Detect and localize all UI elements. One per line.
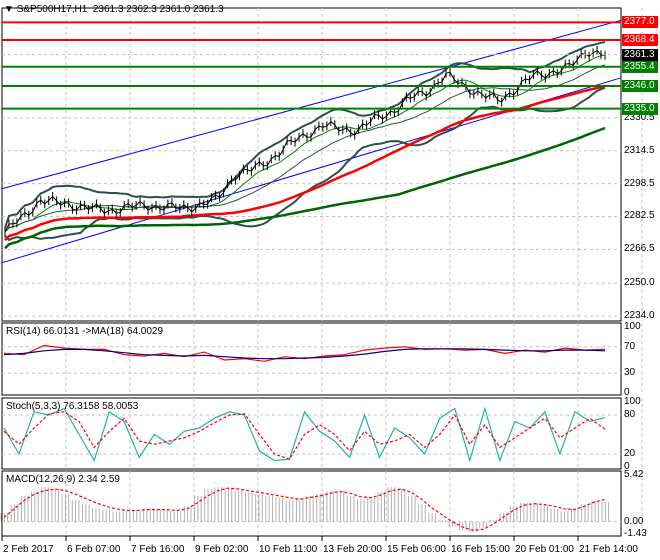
time-label: 13 Feb 20:00 xyxy=(323,544,382,555)
rsi-title: RSI(14) 66.0131 ->MA(18) 64.0029 xyxy=(6,326,164,337)
ma-red xyxy=(4,85,606,241)
panel-frame-0 xyxy=(1,7,622,322)
ohlc-values: 2361.3 2362.3 2361.0 2361.3 xyxy=(92,4,224,15)
macd-signal-line xyxy=(3,487,606,531)
time-label: 6 Feb 07:00 xyxy=(67,544,121,555)
level-tag: 2377.0 xyxy=(622,16,658,29)
macd-title: MACD(12,26,9) 2.34 2.59 xyxy=(6,474,120,485)
time-label: 21 Feb 14:00 xyxy=(579,544,638,555)
stoch-title: Stoch(5,3,3) 76.3158 58.0053 xyxy=(6,401,139,412)
stoch-signal-line xyxy=(3,411,606,460)
symbol-header: ▼ S&P500H17,H1 2361.3 2362.3 2361.0 2361… xyxy=(4,4,224,15)
time-label: 7 Feb 16:00 xyxy=(131,544,185,555)
bollinger-upper xyxy=(4,41,606,229)
ma-green xyxy=(4,126,606,250)
time-label: 20 Feb 01:00 xyxy=(515,544,574,555)
indicator-tick: 0.00 xyxy=(624,515,644,527)
time-label: 9 Feb 02:00 xyxy=(195,544,249,555)
price-tick: 2298.5 xyxy=(624,177,655,189)
indicator-tick: 70 xyxy=(624,340,636,352)
indicator-tick: 20 xyxy=(624,448,636,459)
current-price-tag: 2361.3 xyxy=(622,48,658,61)
time-label: 15 Feb 06:00 xyxy=(387,544,446,555)
price-tick: 2330.5 xyxy=(624,111,655,123)
ma-mid xyxy=(4,64,606,233)
level-tag: 2346.0 xyxy=(622,80,658,93)
price-tick: 2234.0 xyxy=(624,310,655,322)
indicator-tick: 0 xyxy=(624,461,630,472)
trendline-0 xyxy=(1,19,622,190)
indicator-tick: 100 xyxy=(624,321,641,332)
indicator-tick: 5.42 xyxy=(624,469,644,480)
symbol-label: S&P500H17,H1 xyxy=(16,4,88,15)
indicator-tick: -1.43 xyxy=(624,528,647,539)
indicator-tick: 30 xyxy=(624,367,636,379)
time-label: 2 Feb 2017 xyxy=(3,544,54,555)
price-tick: 2250.0 xyxy=(624,277,655,289)
level-tag: 2368.4 xyxy=(622,34,658,47)
indicator-tick: 0 xyxy=(624,387,630,398)
time-label: 16 Feb 15:00 xyxy=(451,544,510,555)
price-tick: 2314.5 xyxy=(624,144,655,156)
rsi-ma-line xyxy=(3,348,606,360)
price-tick: 2282.5 xyxy=(624,210,655,222)
indicator-tick: 100 xyxy=(624,396,641,407)
panel-frame-3 xyxy=(1,470,622,537)
price-tick: 2266.5 xyxy=(624,243,655,255)
time-label: 10 Feb 11:00 xyxy=(259,544,318,555)
panel-frame-2 xyxy=(1,397,622,470)
stoch-main-line xyxy=(3,406,606,463)
level-tag: 2355.4 xyxy=(622,60,658,73)
level-tag: 2335.0 xyxy=(622,102,658,115)
price-line xyxy=(4,49,606,233)
panel-frame-1 xyxy=(1,322,622,396)
rsi-line xyxy=(3,344,606,362)
indicator-tick: 80 xyxy=(624,409,636,420)
